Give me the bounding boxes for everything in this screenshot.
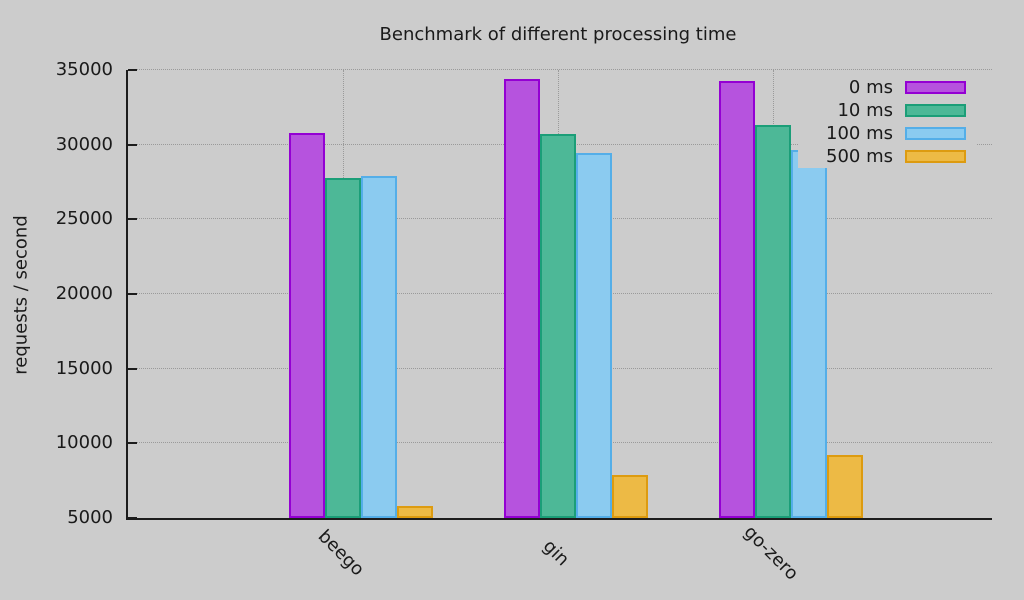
y-tick-label: 20000 xyxy=(55,283,113,304)
bar-go-zero-0ms xyxy=(719,81,755,518)
bar-go-zero-100ms xyxy=(791,150,827,518)
bar-go-zero-10ms xyxy=(755,125,791,518)
legend: 0 ms 10 ms 100 ms 500 ms xyxy=(798,76,976,168)
y-tick-label: 35000 xyxy=(55,59,113,80)
plot-area xyxy=(126,69,992,520)
x-category-label: go-zero xyxy=(739,521,803,585)
bar-gin-10ms xyxy=(540,134,576,518)
legend-label: 100 ms xyxy=(826,123,893,144)
x-category-label: beego xyxy=(313,525,369,581)
y-tick-mark xyxy=(128,367,137,370)
bar-beego-0ms xyxy=(289,133,325,518)
bar-beego-10ms xyxy=(325,178,361,518)
y-tick-label: 5000 xyxy=(67,507,113,528)
bar-beego-100ms xyxy=(361,176,397,518)
y-gridline xyxy=(128,69,992,70)
legend-row: 500 ms xyxy=(798,145,976,168)
y-tick-label: 30000 xyxy=(55,133,113,155)
legend-label: 500 ms xyxy=(826,146,893,167)
y-tick-mark xyxy=(128,218,137,221)
legend-swatch xyxy=(905,104,966,117)
bar-beego-500ms xyxy=(397,506,433,518)
legend-swatch xyxy=(905,81,966,94)
legend-swatch xyxy=(905,150,966,163)
y-tick-mark xyxy=(128,442,137,445)
y-tick-label: 10000 xyxy=(55,432,113,454)
x-category-label: gin xyxy=(538,535,574,571)
y-tick-label: 25000 xyxy=(55,208,113,230)
legend-label: 10 ms xyxy=(837,100,893,121)
legend-swatch xyxy=(905,127,966,140)
y-tick-label: 15000 xyxy=(55,357,113,379)
bar-gin-500ms xyxy=(612,475,648,518)
y-tick-mark xyxy=(128,69,137,71)
bar-gin-100ms xyxy=(576,153,612,518)
y-tick-mark xyxy=(128,293,137,295)
legend-row: 0 ms xyxy=(798,76,976,99)
bar-go-zero-500ms xyxy=(827,455,863,518)
y-tick-mark xyxy=(128,517,137,519)
legend-row: 100 ms xyxy=(798,122,976,145)
legend-row: 10 ms xyxy=(798,99,976,122)
y-tick-mark xyxy=(128,143,137,146)
bar-gin-0ms xyxy=(504,79,540,518)
legend-label: 0 ms xyxy=(848,77,893,98)
chart-title: Benchmark of different processing time xyxy=(379,24,737,45)
